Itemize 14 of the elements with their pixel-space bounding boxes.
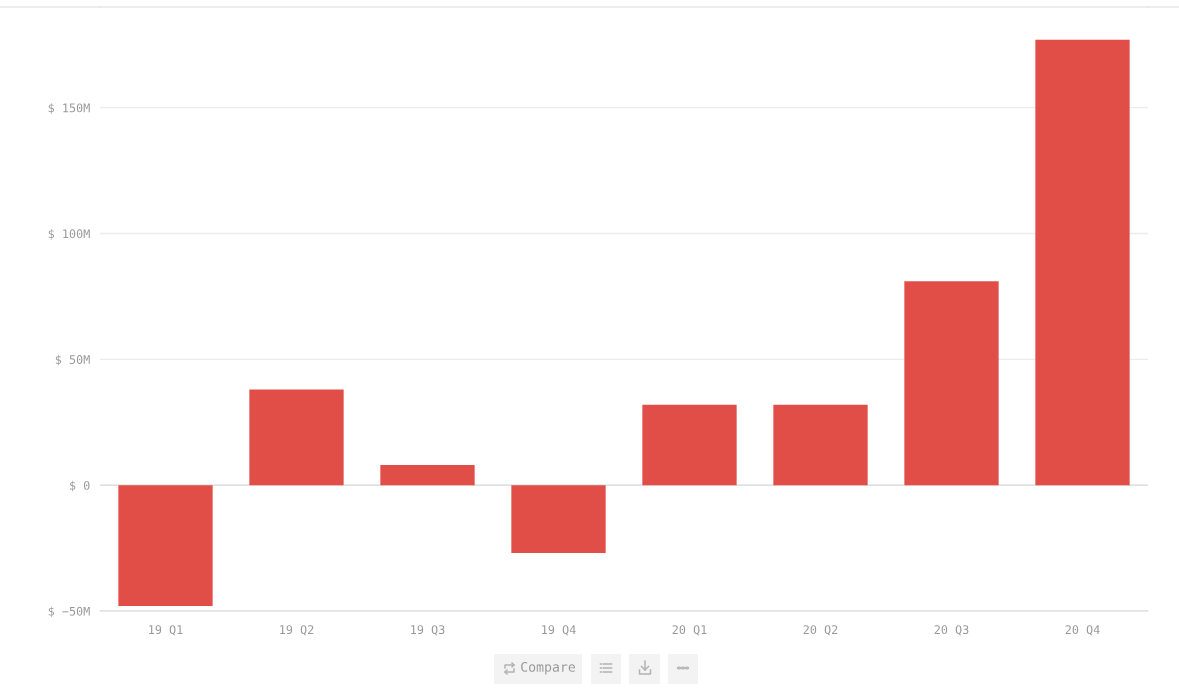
- x-tick-label: 19 Q1: [149, 625, 183, 636]
- text: Compare: [521, 661, 576, 675]
- y-tick-label: $ 150M: [48, 103, 90, 114]
- x-tick-label: 20 Q3: [934, 625, 969, 636]
- y-tick-label: $ 100M: [48, 229, 90, 240]
- y-tick-label: $ −50M: [48, 606, 90, 618]
- y-tick-label: $ 50M: [55, 354, 90, 366]
- x-tick-label: 20 Q1: [672, 625, 707, 636]
- y-tick-label: $ 0: [70, 480, 90, 492]
- x-tick-label: 19 Q3: [411, 625, 445, 636]
- x-tick-label: 19 Q4: [542, 625, 576, 636]
- x-tick-label: 20 Q4: [1065, 625, 1100, 636]
- x-tick-label: 19 Q2: [280, 625, 314, 636]
- x-tick-label: 20 Q2: [803, 625, 838, 636]
